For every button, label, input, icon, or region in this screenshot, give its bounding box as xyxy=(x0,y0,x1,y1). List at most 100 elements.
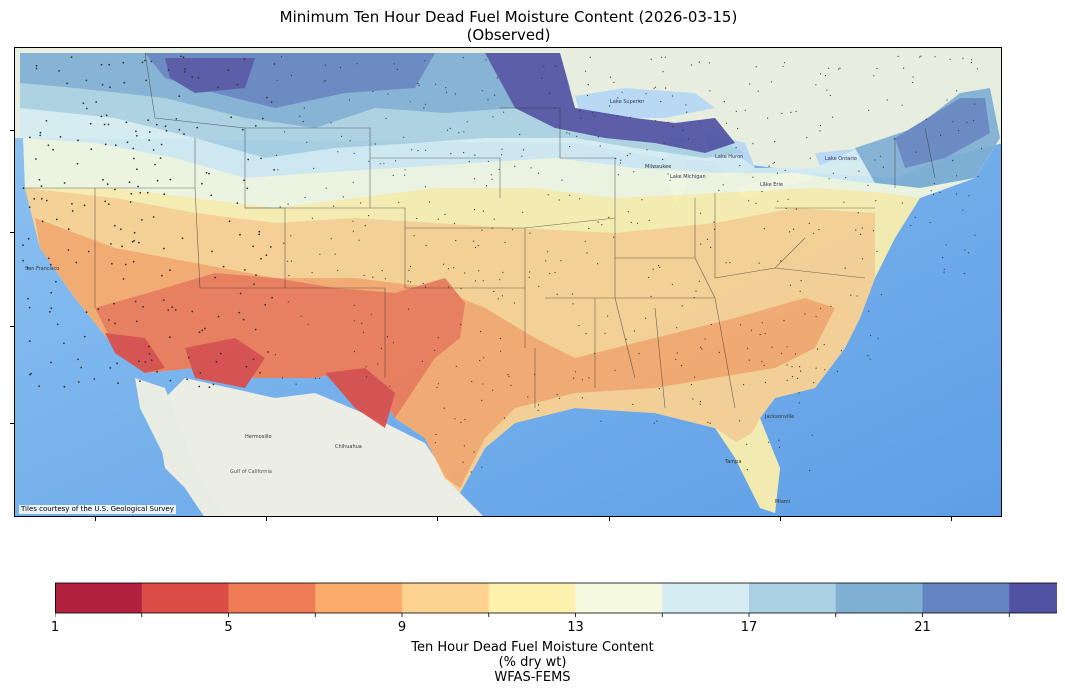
station-dot xyxy=(56,323,59,326)
station-dot xyxy=(652,268,654,270)
station-dot xyxy=(478,270,480,272)
band-over-23 xyxy=(485,53,735,153)
station-dot xyxy=(29,136,31,139)
station-dot xyxy=(181,237,184,240)
station-dot xyxy=(874,159,876,161)
station-dot xyxy=(980,147,983,149)
station-dot xyxy=(737,127,739,130)
station-dot xyxy=(537,172,540,174)
station-dot xyxy=(823,343,825,346)
station-dot xyxy=(500,350,502,352)
label-gulf-california: Gulf of California xyxy=(230,469,272,475)
station-dot xyxy=(868,310,870,312)
station-dot xyxy=(930,190,932,192)
station-dot xyxy=(625,338,627,340)
station-dot xyxy=(972,119,975,122)
station-dot xyxy=(39,134,42,137)
station-dot xyxy=(579,198,581,200)
station-dot xyxy=(718,351,720,353)
station-dot xyxy=(619,162,622,164)
station-dot xyxy=(482,383,484,385)
station-dot xyxy=(267,351,269,353)
station-dot xyxy=(497,298,499,300)
station-dot xyxy=(615,157,617,159)
station-dot xyxy=(482,210,484,212)
station-dot xyxy=(386,336,388,338)
station-dot xyxy=(739,165,741,167)
station-dot xyxy=(22,244,24,247)
station-dot xyxy=(714,228,716,230)
station-dot xyxy=(718,189,720,191)
station-dot xyxy=(22,187,25,190)
station-dot xyxy=(150,60,153,63)
station-dot xyxy=(311,217,313,219)
y-tick xyxy=(10,326,14,327)
station-dot xyxy=(281,377,284,379)
station-dot xyxy=(178,128,181,131)
station-dot xyxy=(365,366,367,368)
station-dot xyxy=(425,149,427,151)
station-dot xyxy=(608,216,610,218)
station-dot xyxy=(238,311,241,314)
station-dot xyxy=(839,67,841,69)
station-dot xyxy=(171,306,174,309)
station-dot xyxy=(669,179,671,181)
station-dot xyxy=(28,373,31,376)
station-dot xyxy=(398,201,400,203)
station-dot xyxy=(417,150,419,152)
label-hermosillo: Hermosillo xyxy=(245,434,272,440)
station-dot xyxy=(722,184,724,186)
station-dot xyxy=(934,56,936,58)
station-dot xyxy=(90,148,93,151)
station-dot xyxy=(154,163,156,166)
station-dot xyxy=(163,247,165,250)
station-dot xyxy=(40,185,43,188)
station-dot xyxy=(710,246,712,249)
station-dot xyxy=(381,270,383,272)
station-dot xyxy=(135,130,137,133)
station-dot xyxy=(169,178,172,181)
station-dot xyxy=(395,160,397,162)
station-dot xyxy=(772,162,774,164)
station-dot xyxy=(422,282,424,285)
station-dot xyxy=(269,246,272,248)
station-dot xyxy=(464,272,466,274)
station-dot xyxy=(857,212,859,214)
station-dot xyxy=(576,135,578,137)
station-dot xyxy=(102,178,104,181)
station-dot xyxy=(311,271,313,274)
station-dot xyxy=(704,338,706,340)
station-dot xyxy=(790,111,792,113)
station-dot xyxy=(353,320,355,322)
station-dot xyxy=(148,131,151,133)
station-dot xyxy=(809,157,811,159)
x-tick xyxy=(266,517,267,521)
label-san-francisco: San Francisco xyxy=(25,266,59,272)
station-dot xyxy=(845,177,847,179)
station-dot xyxy=(319,253,321,255)
station-dot xyxy=(548,92,551,94)
station-dot xyxy=(342,196,344,198)
tile-credit: Tiles courtesy of the U.S. Geological Su… xyxy=(19,505,176,514)
station-dot xyxy=(665,87,667,89)
station-dot xyxy=(746,469,748,471)
station-dot xyxy=(761,322,763,324)
station-dot xyxy=(808,222,810,224)
station-dot xyxy=(764,333,766,335)
station-dot xyxy=(768,165,770,167)
mexico-landmass xyxy=(155,378,483,516)
station-dot xyxy=(217,315,220,318)
station-dot xyxy=(169,379,172,382)
station-dot xyxy=(781,352,783,354)
new-england-high xyxy=(895,98,990,168)
station-dot xyxy=(601,224,603,226)
station-dot xyxy=(107,123,110,126)
moisture-field xyxy=(20,53,1000,513)
station-dot xyxy=(830,305,832,307)
station-dot xyxy=(699,401,702,403)
station-dot xyxy=(239,292,242,295)
station-dot xyxy=(259,372,261,374)
station-dot xyxy=(55,280,57,283)
station-dot xyxy=(435,83,437,85)
station-dot xyxy=(474,280,477,282)
